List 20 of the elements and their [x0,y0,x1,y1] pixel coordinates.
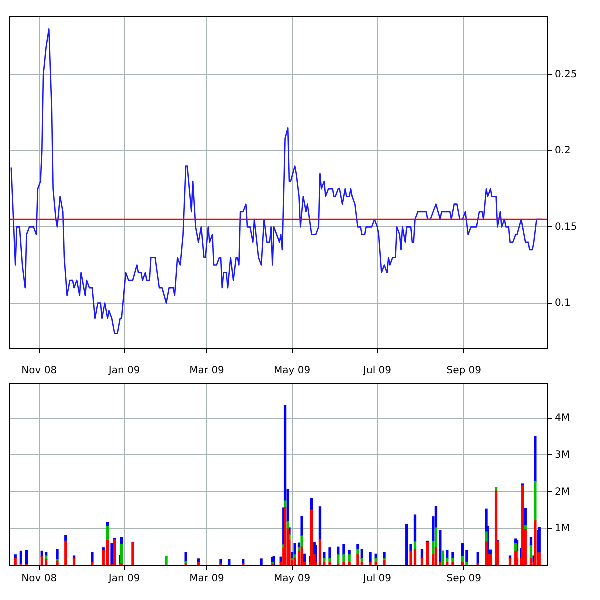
x-tick-label: Mar 09 [190,366,224,377]
x2-tick-label: Nov 08 [22,574,58,585]
x-tick-label: Nov 08 [22,366,58,377]
x-tick-label: Sep 09 [446,366,482,377]
y-tick-label: 0.2 [555,146,571,157]
y-tick-label: 0.1 [555,298,571,309]
x2-tick-label: Jan 09 [108,574,140,585]
y-tick-label: 2M [555,486,570,498]
x-tick-label: Jul 09 [362,366,392,377]
y-tick-label: 3M [555,450,570,461]
y-tick-label: 1M [555,524,570,535]
x2-tick-label: Mar 09 [190,574,224,585]
y-tick-label: 0.15 [555,222,578,233]
x-tick-label: May 09 [274,366,311,377]
x-tick-label: Jan 09 [108,366,140,377]
x2-tick-label: Sep 09 [446,574,482,585]
y-tick-label: 4M [555,412,570,424]
y-tick-label: 0.25 [555,69,578,80]
x2-tick-label: Jul 09 [362,574,392,585]
x2-tick-label: May 09 [274,574,311,585]
